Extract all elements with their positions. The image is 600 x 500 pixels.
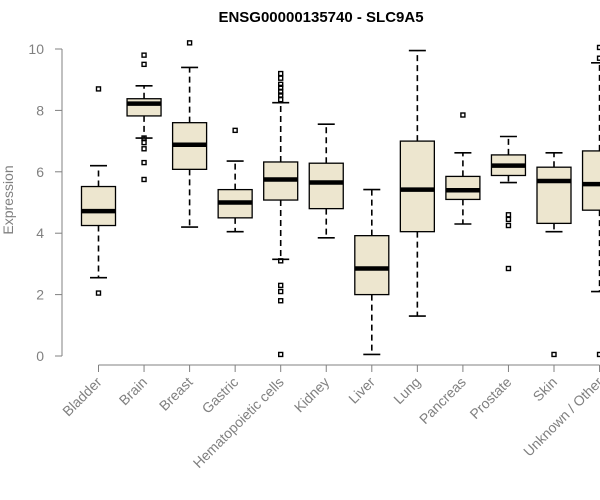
box-group <box>399 49 436 317</box>
x-tick-label: Gastric <box>199 374 242 417</box>
outlier-point <box>460 112 466 118</box>
y-tick-label: 0 <box>36 348 44 364</box>
box-group <box>171 40 208 228</box>
box-group <box>581 44 600 358</box>
box-group <box>308 123 344 239</box>
outlier-point <box>278 282 284 289</box>
x-tick-label: Skin <box>530 374 561 405</box>
outlier-point <box>278 89 284 95</box>
y-axis-label: Expression <box>0 165 16 234</box>
outlier-point <box>278 298 284 304</box>
outlier-point <box>505 265 512 272</box>
outlier-point <box>141 61 147 68</box>
chart-title: ENSG00000135740 - SLC9A5 <box>218 9 423 26</box>
box-rect <box>536 166 572 225</box>
box-group <box>263 70 299 358</box>
outlier-point <box>186 40 193 46</box>
outlier-point <box>278 81 284 88</box>
y-tick-label: 8 <box>36 102 44 118</box>
box-rect <box>308 162 344 210</box>
box-rect <box>80 185 117 227</box>
box-group <box>536 151 572 358</box>
outlier-point <box>551 351 557 358</box>
y-tick-label: 10 <box>28 41 44 57</box>
box-rect <box>126 98 162 117</box>
box-rect <box>445 175 481 201</box>
box-group <box>217 127 253 233</box>
box-group <box>126 52 162 183</box>
x-tick-label: Lung <box>390 374 423 407</box>
outlier-point <box>505 216 512 223</box>
outlier-point <box>141 139 147 146</box>
y-tick-label: 2 <box>36 287 44 303</box>
outlier-point <box>95 86 102 92</box>
outlier-point <box>232 127 238 134</box>
box-rect <box>581 150 600 211</box>
x-tick-label: Bladder <box>59 374 105 420</box>
boxes-group <box>80 40 600 358</box>
x-tick-label: Unknown / Other <box>520 374 600 460</box>
outlier-point <box>141 176 147 183</box>
box-rect <box>354 235 390 296</box>
x-tick-label: Hematopoietic cells <box>190 374 287 471</box>
box-group <box>354 188 390 356</box>
outlier-point <box>505 222 512 229</box>
box-group <box>80 86 117 296</box>
x-tick-label: Breast <box>156 374 196 414</box>
outlier-point <box>278 258 284 264</box>
outlier-point <box>141 146 147 152</box>
outlier-point <box>95 290 102 296</box>
outlier-point <box>141 52 147 58</box>
box-group <box>490 135 527 272</box>
outlier-point <box>278 92 284 98</box>
outlier-point <box>278 288 284 295</box>
x-tick-label: Liver <box>345 374 378 407</box>
outlier-point <box>278 96 284 103</box>
x-tick-label: Brain <box>116 374 150 408</box>
y-axis: 0 2 4 6 8 10 <box>28 41 63 364</box>
outlier-point <box>278 351 284 358</box>
outlier-point <box>141 159 147 166</box>
x-tick-label: Prostate <box>466 374 514 422</box>
y-tick-label: 6 <box>36 164 44 180</box>
y-tick-label: 4 <box>36 225 44 241</box>
outlier-point <box>278 70 284 77</box>
box-group <box>445 112 481 225</box>
x-tick-label: Pancreas <box>416 374 469 427</box>
x-tick-label: Kidney <box>291 374 333 416</box>
outlier-point <box>278 84 284 91</box>
box-rect <box>399 140 436 233</box>
outlier-point <box>278 75 284 81</box>
outlier-point <box>505 212 512 218</box>
